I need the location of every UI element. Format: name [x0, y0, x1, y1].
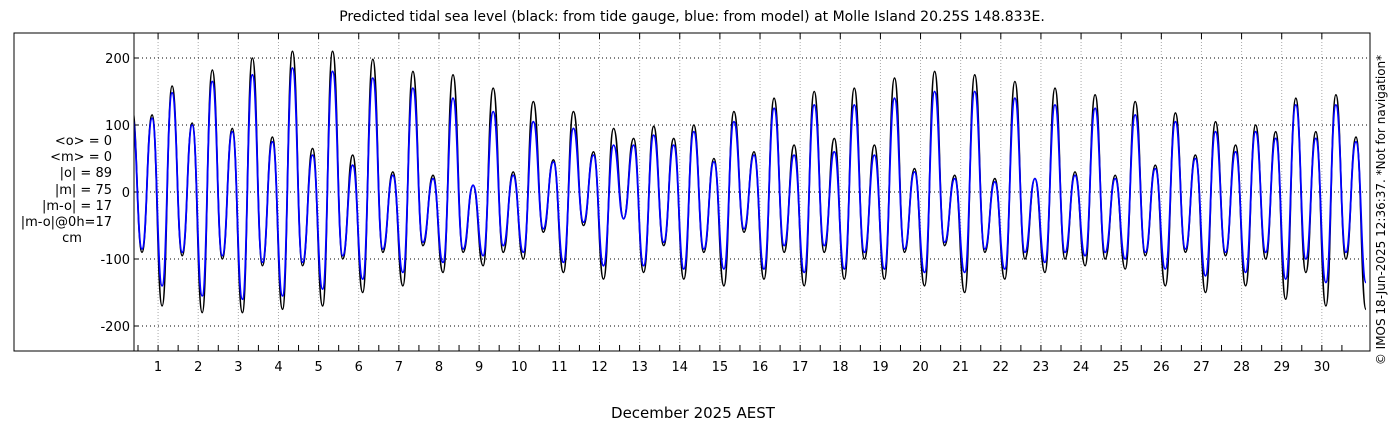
x-axis-label: December 2025 AEST: [611, 404, 775, 422]
stats-panel: <o> = 0 <m> = 0 |o| = 89 |m| = 75 |m-o| …: [10, 134, 112, 247]
x-tick-label: 28: [1233, 360, 1250, 375]
x-tick-label: 17: [792, 360, 809, 375]
x-tick-label: 13: [631, 360, 648, 375]
x-tick-label: 27: [1193, 360, 1210, 375]
x-tick-label: 25: [1113, 360, 1130, 375]
series-layer: [13, 32, 1371, 352]
x-tick-label: 15: [712, 360, 729, 375]
x-tick-label: 21: [952, 360, 969, 375]
x-tick-label: 20: [912, 360, 929, 375]
y-tick-label: -100: [100, 253, 130, 268]
stat-abs-model: |m| = 75: [54, 182, 112, 198]
x-tick-label: 24: [1073, 360, 1090, 375]
plot-frame-top: [13, 32, 1371, 352]
x-tick-label: 29: [1273, 360, 1290, 375]
series-line-model: [121, 67, 1367, 301]
stat-abs-diff: |m-o| = 17: [41, 198, 112, 214]
x-tick-label: 4: [274, 360, 282, 375]
grid-layer: [134, 33, 1370, 351]
y-tick-label: 100: [105, 119, 130, 134]
stat-mean-observed: <o> = 0: [54, 134, 112, 149]
x-tick-label: 14: [671, 360, 688, 375]
y-tick-label: 0: [122, 186, 130, 201]
x-tick-label: 30: [1314, 360, 1331, 375]
x-tick-label: 8: [435, 360, 443, 375]
stat-mean-model: <m> = 0: [50, 150, 112, 166]
x-tick-label: 18: [832, 360, 849, 375]
stat-abs-diff-0h: |m-o|@0h=17: [20, 215, 112, 231]
chart-title: Predicted tidal sea level (black: from t…: [339, 9, 1045, 25]
axis-layer: [133, 33, 1343, 351]
y-tick-label: -200: [100, 320, 130, 335]
x-tick-label: 6: [355, 360, 363, 375]
x-tick-label: 3: [234, 360, 242, 375]
x-tick-label: 16: [752, 360, 769, 375]
x-tick-label: 23: [1033, 360, 1050, 375]
x-tick-label: 10: [511, 360, 528, 375]
x-tick-label: 12: [591, 360, 608, 375]
stat-unit: cm: [62, 231, 82, 247]
chart-svg: 1 2 3 4 5 6 7 8 9 10 11 12 13 14 15 16 17 18 19 20 21 22 23 24 2…: [13, 32, 1371, 375]
x-tick-label: 11: [551, 360, 568, 375]
tick-label-layer: 1 2 3 4 5 6 7 8 9 10 11 12 13 14 15 16 17 18 19 20 21 22 23 24 2…: [100, 52, 1330, 375]
x-tick-label: 5: [314, 360, 322, 375]
x-tick-label: 7: [395, 360, 403, 375]
tide-chart-figure: Predicted tidal sea level (black: from t…: [10, 9, 1388, 422]
y-tick-label: 200: [105, 52, 130, 67]
x-tick-label: 22: [993, 360, 1010, 375]
stat-abs-observed: |o| = 89: [59, 166, 112, 182]
x-tick-label: 26: [1153, 360, 1170, 375]
plot-left-mask: [14, 33, 134, 351]
x-tick-label: 9: [475, 360, 483, 375]
x-tick-label: 19: [872, 360, 889, 375]
credit-text: © IMOS 18-Jun-2025 12:36:37. *Not for na…: [1374, 54, 1388, 366]
x-tick-label: 2: [194, 360, 202, 375]
x-tick-label: 1: [154, 360, 162, 375]
